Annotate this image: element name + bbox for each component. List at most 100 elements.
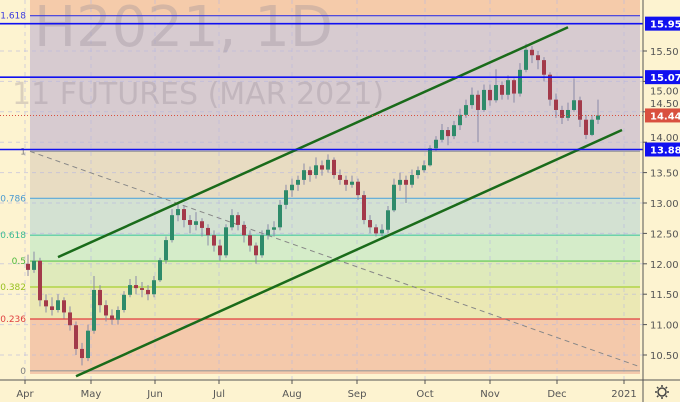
candle-body: [74, 325, 78, 349]
candle-body: [50, 306, 54, 311]
candle-body: [470, 94, 474, 106]
candle-body: [230, 215, 234, 228]
price-tick-label: 15.00: [650, 86, 679, 97]
candle-body: [560, 109, 564, 118]
candle-body: [308, 170, 312, 176]
candle-body: [170, 215, 174, 241]
candle-body: [62, 300, 66, 313]
time-tick-label: Sep: [348, 389, 367, 400]
price-tick-label: 11.00: [650, 321, 679, 332]
candle-body: [116, 310, 120, 320]
candle-body: [368, 220, 372, 228]
candle-body: [350, 181, 354, 185]
candle-body: [236, 215, 240, 225]
candle-body: [524, 49, 528, 70]
fib-level-label: 0.786: [0, 194, 26, 204]
candle-body: [284, 190, 288, 205]
candle-body: [134, 285, 138, 289]
time-tick-label: Nov: [480, 389, 500, 400]
candle-body: [392, 184, 396, 211]
candle-body: [452, 125, 456, 137]
candle-body: [92, 289, 96, 331]
candle-body: [242, 224, 246, 236]
candle-body: [68, 312, 72, 326]
candle-body: [530, 49, 534, 56]
candle-body: [200, 221, 204, 228]
trend-channel-upper: [57, 26, 569, 259]
price-tick-label: 12.50: [650, 229, 679, 240]
candle-body: [566, 109, 570, 118]
candle-body: [110, 315, 114, 320]
watermark-description: 11 FUTURES (MAR 2021): [12, 77, 384, 112]
candle-body: [584, 119, 588, 135]
fib-level-label: 1.618: [0, 12, 26, 22]
time-tick-label: Jun: [146, 389, 163, 400]
trend-channel-lower: [75, 128, 623, 378]
price-label-badge: [645, 70, 680, 85]
candle-body: [314, 165, 318, 176]
time-tick-label: May: [81, 389, 102, 400]
fib-zone-0.236: [30, 286, 640, 320]
candle-body: [380, 229, 384, 234]
candle-body: [164, 240, 168, 261]
fib-zone-0.382: [30, 261, 640, 287]
fib-zone-0.618: [30, 198, 640, 236]
price-label-text: 15.07: [650, 73, 680, 84]
price-tick-label: 13.00: [650, 199, 679, 210]
candle-body: [158, 260, 162, 281]
candle-body: [518, 69, 522, 94]
fib-level-label: 0: [20, 367, 26, 377]
candle-body: [362, 195, 366, 221]
price-tick-label: 10.50: [650, 351, 679, 362]
candle-body: [104, 305, 108, 316]
candle-body: [182, 209, 186, 221]
price-tick-label: 14.00: [650, 133, 679, 144]
candle-body: [248, 235, 252, 246]
candle-body: [458, 114, 462, 126]
time-tick-label: Jul: [212, 389, 225, 400]
candle-body: [464, 105, 468, 115]
candle-body: [572, 100, 576, 110]
candle-body: [326, 159, 330, 170]
candle-body: [548, 74, 552, 100]
candle-body: [146, 289, 150, 295]
candle-body: [374, 227, 378, 234]
candle-body: [434, 139, 438, 149]
candle-body: [26, 263, 30, 270]
candle-body: [356, 181, 360, 196]
fib-level-label: 0.5: [12, 257, 26, 267]
price-label-badge: [645, 16, 680, 31]
candle-body: [212, 235, 216, 246]
candle-body: [302, 170, 306, 180]
candle-body: [494, 85, 498, 101]
time-tick-label: Aug: [282, 389, 302, 400]
candle-body: [404, 179, 408, 185]
price-tick-label: 14.50: [650, 99, 679, 110]
fib-zone-1: [30, 15, 640, 152]
candle-body: [140, 288, 144, 290]
candle-body: [422, 165, 426, 171]
candle-body: [260, 235, 264, 256]
candle-body: [410, 175, 414, 185]
candle-body: [536, 55, 540, 61]
candle-body: [254, 245, 258, 256]
price-tick-label: 11.50: [650, 290, 679, 301]
time-tick-label: Apr: [16, 389, 34, 400]
time-tick-label: 2021: [611, 389, 636, 400]
candle-body: [152, 280, 156, 295]
candle-body: [98, 289, 102, 306]
settings-gear-icon[interactable]: [655, 385, 669, 399]
candle-body: [122, 294, 126, 311]
price-tick-label: 15.50: [650, 47, 679, 58]
fib-level-label: 1: [20, 147, 26, 157]
candle-body: [188, 220, 192, 225]
candle-body: [278, 204, 282, 228]
candle-body: [554, 99, 558, 110]
candle-body: [224, 227, 228, 256]
candle-body: [416, 170, 420, 176]
candle-body: [506, 80, 510, 95]
candle-body: [338, 175, 342, 180]
time-tick-label: Dec: [547, 389, 566, 400]
